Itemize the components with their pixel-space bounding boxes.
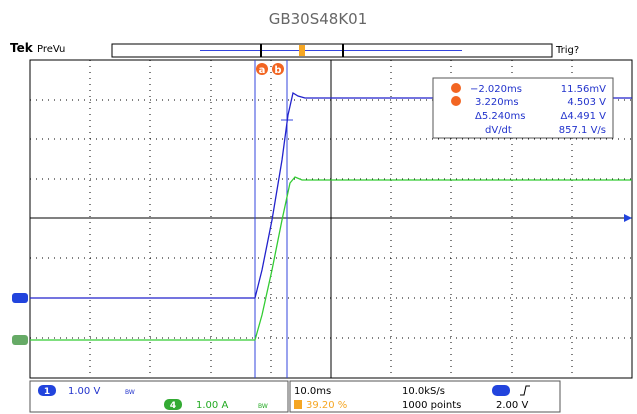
- cursor-b-label: b: [274, 65, 281, 76]
- ch4-trace: [30, 176, 632, 341]
- ch1-trace: [30, 91, 632, 299]
- delta-time: Δ5.240ms: [475, 111, 525, 122]
- rate-label: dV/dt: [485, 125, 512, 136]
- trigger-pos-icon: [294, 400, 302, 409]
- trigger-level: 2.00 V: [496, 400, 528, 411]
- ch1-bw: BW: [125, 389, 135, 396]
- a-value: 11.56mV: [561, 84, 606, 95]
- brand: Tek: [10, 41, 34, 55]
- ch4-number: 4: [170, 401, 176, 411]
- sample-rate: 10.0kS/s: [402, 386, 445, 397]
- b-time: 3.220ms: [475, 97, 519, 108]
- ch4-marker: [12, 335, 28, 345]
- cursor-a-badge: [256, 63, 268, 75]
- ch4-badge: [164, 399, 182, 410]
- ch4-scale: 1.00 A: [196, 400, 228, 411]
- b-value: 4.503 V: [567, 97, 606, 108]
- trigger-status: Trig?: [555, 45, 579, 56]
- badge: [451, 96, 461, 106]
- ch1-marker: [12, 293, 28, 303]
- cursor-readout: [432, 77, 614, 139]
- ch1-scale: 1.00 V: [68, 386, 100, 397]
- delta-value: Δ4.491 V: [561, 111, 607, 122]
- trigger-slope: [520, 385, 530, 396]
- cursor-a-label: a: [259, 65, 266, 76]
- ch1-badge: [38, 385, 56, 396]
- channel-panel: [29, 380, 289, 413]
- record-length: 1000 points: [402, 400, 461, 411]
- mode: PreVu: [37, 44, 65, 55]
- trigger-marker: [299, 45, 305, 56]
- ch4-bw: BW: [258, 403, 268, 410]
- rate-value: 857.1 V/s: [559, 125, 606, 136]
- trigger-source-badge: [492, 385, 510, 396]
- title: GB30S48K01: [269, 10, 368, 28]
- cursor-b-badge: [272, 63, 284, 75]
- ch1-number: 1: [44, 387, 50, 397]
- a-time: −2.020ms: [470, 84, 522, 95]
- timebase-panel: [289, 380, 561, 413]
- timebase: 10.0ms: [294, 386, 331, 397]
- trigger-level-marker: [624, 214, 632, 222]
- trigger-pos: 39.20 %: [306, 400, 347, 411]
- badge: [451, 83, 461, 93]
